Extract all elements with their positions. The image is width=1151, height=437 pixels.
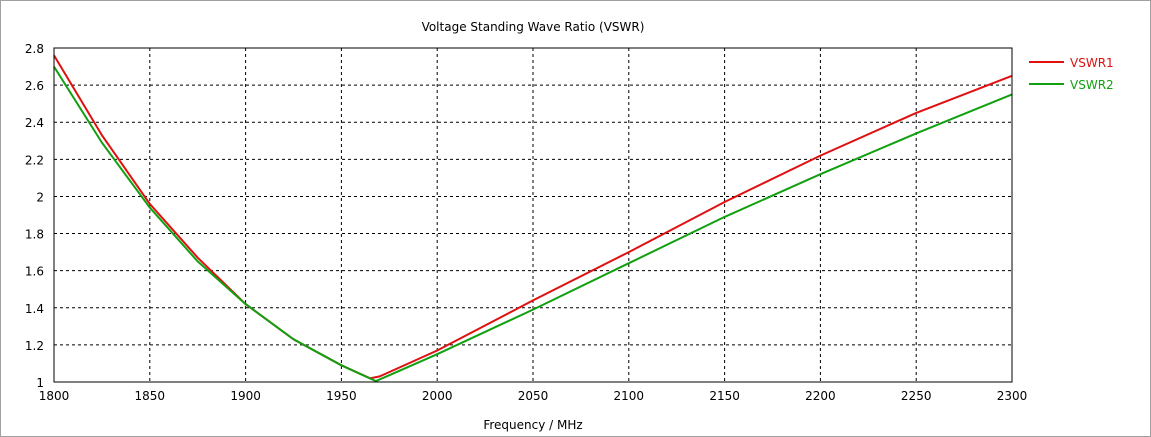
legend-label: VSWR1 [1070, 56, 1114, 70]
y-tick-label: 1.2 [25, 339, 44, 353]
legend-label: VSWR2 [1070, 78, 1114, 92]
x-tick-label: 2250 [901, 389, 932, 403]
y-tick-label: 2.8 [25, 42, 44, 56]
x-tick-label: 2200 [805, 389, 836, 403]
y-tick-label: 2 [36, 190, 44, 204]
legend: VSWR1 VSWR2 [1029, 56, 1114, 92]
plot-frame [53, 47, 1013, 383]
y-tick-label: 2.2 [25, 153, 44, 167]
y-tick-label: 1.6 [25, 265, 44, 279]
series-line-vswr2 [53, 66, 1013, 383]
y-tick-label: 1 [36, 376, 44, 390]
x-axis-label: Frequency / MHz [483, 418, 582, 432]
series-line-vswr1 [53, 54, 1013, 380]
y-tick-label: 1.8 [25, 228, 44, 242]
x-tick-label: 2000 [422, 389, 453, 403]
y-tick-label: 1.4 [25, 302, 44, 316]
x-tick-label: 1850 [135, 389, 166, 403]
x-tick-label: 2300 [997, 389, 1028, 403]
x-tick-label: 2150 [709, 389, 740, 403]
x-tick-label: 2050 [518, 389, 549, 403]
y-tick-label: 2.4 [25, 116, 44, 130]
x-tick-label: 1800 [39, 389, 70, 403]
y-tick-label: 2.6 [25, 79, 44, 93]
x-tick-label: 2100 [614, 389, 645, 403]
chart-title: Voltage Standing Wave Ratio (VSWR) [422, 20, 645, 34]
x-tick-label: 1900 [230, 389, 261, 403]
x-tick-label: 1950 [326, 389, 357, 403]
